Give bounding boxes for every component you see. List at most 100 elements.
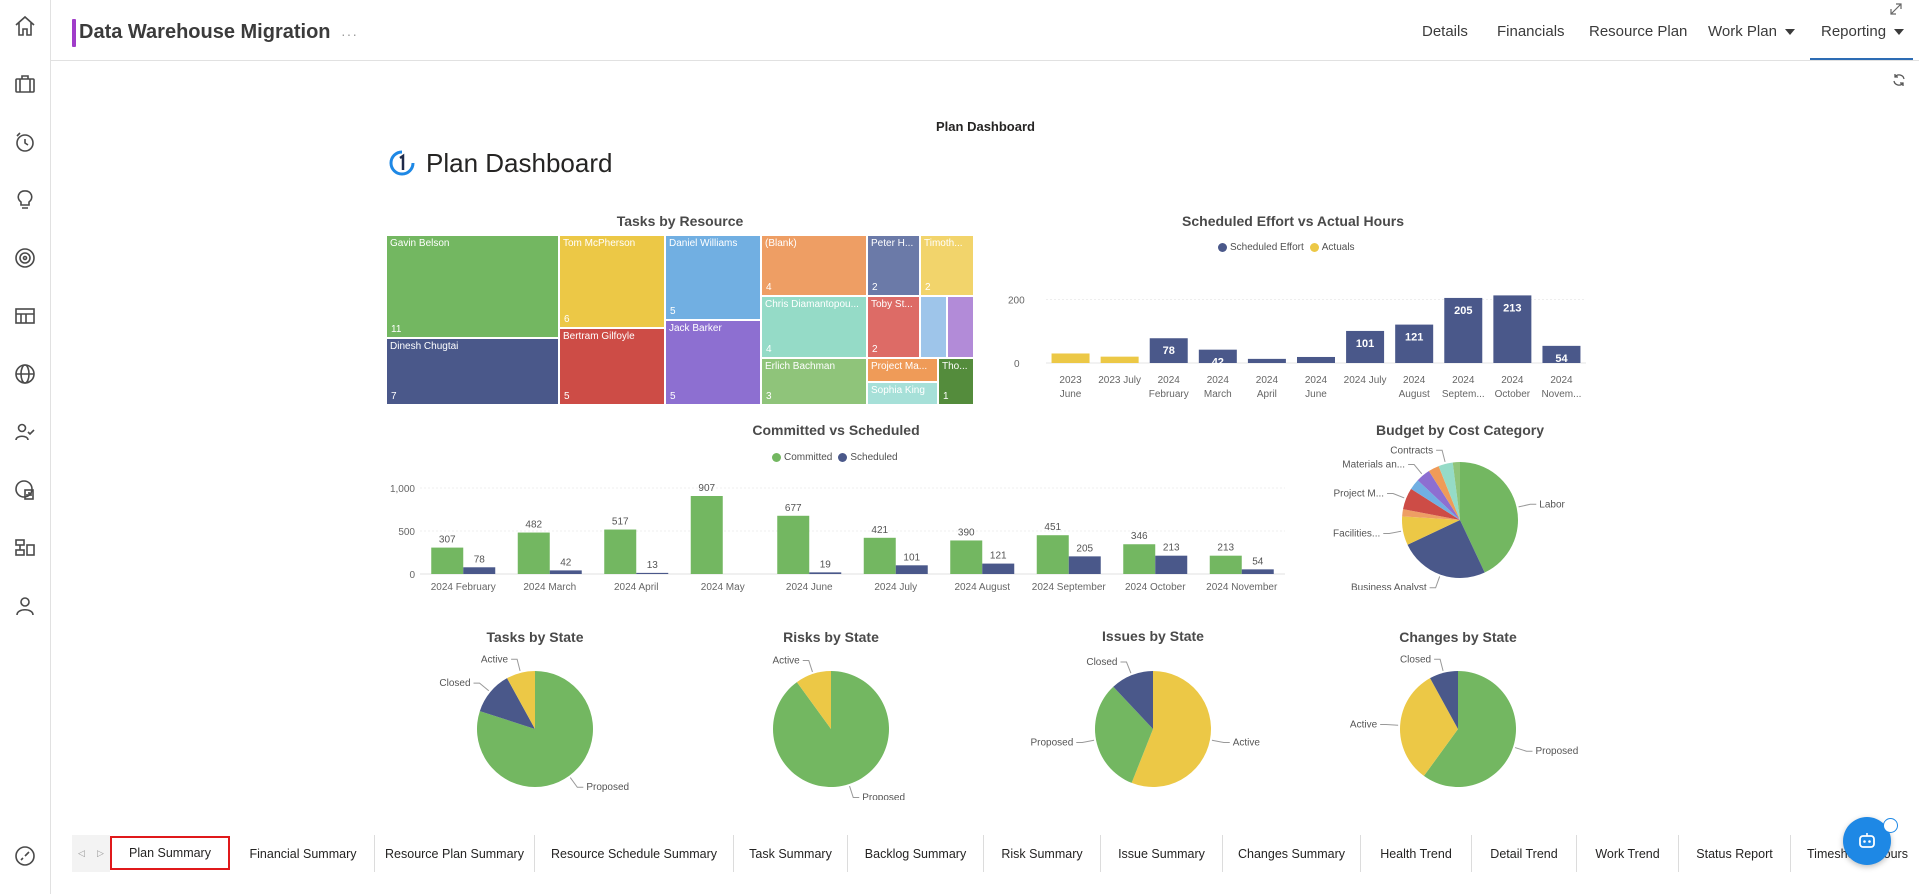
treemap-cell[interactable]: Project Ma... xyxy=(867,358,938,382)
nav-financials[interactable]: Financials xyxy=(1497,23,1565,40)
tab-detail-trend[interactable]: Detail Trend xyxy=(1472,835,1577,872)
scheduled-bar[interactable] xyxy=(549,570,582,574)
scheduled-bar[interactable] xyxy=(1155,555,1188,574)
tab-status-report[interactable]: Status Report xyxy=(1679,835,1791,872)
tab-task-summary[interactable]: Task Summary xyxy=(734,835,848,872)
treemap-cell[interactable]: Sophia King xyxy=(867,382,938,405)
effort-bar[interactable] xyxy=(1493,295,1532,363)
tab-changes-summary[interactable]: Changes Summary xyxy=(1223,835,1361,872)
globe-icon[interactable] xyxy=(12,361,38,387)
pie-slice[interactable] xyxy=(1438,462,1460,520)
treemap-cell[interactable]: Toby St... 2 xyxy=(867,296,920,358)
more-icon[interactable]: ··· xyxy=(341,26,358,42)
effort-bar[interactable] xyxy=(1444,297,1483,363)
scheduled-bar[interactable] xyxy=(463,567,496,574)
committed-bar[interactable] xyxy=(863,537,896,574)
pie-slice[interactable] xyxy=(479,678,535,729)
committed-bar[interactable] xyxy=(1036,535,1069,574)
committed-bar[interactable] xyxy=(604,529,637,574)
chevron-left-icon[interactable]: ◁ xyxy=(78,848,85,858)
effort-bar[interactable] xyxy=(1542,345,1581,363)
pie-slice[interactable] xyxy=(1423,671,1516,787)
pie-slice[interactable] xyxy=(1407,520,1485,578)
treemap-cell[interactable]: Erlich Bachman 3 xyxy=(761,358,867,405)
effort-bar[interactable] xyxy=(1149,338,1188,363)
treemap-cell[interactable] xyxy=(920,296,947,358)
idea-icon[interactable] xyxy=(12,187,38,213)
treemap-cell[interactable]: Tho... 1 xyxy=(938,358,974,405)
treemap-cell[interactable]: Gavin Belson 11 xyxy=(386,235,559,338)
scheduled-bar[interactable] xyxy=(895,565,928,574)
treemap-cell[interactable]: Peter H... 2 xyxy=(867,235,920,296)
pie-slice[interactable] xyxy=(1428,466,1460,520)
legend-item[interactable]: Actuals xyxy=(1309,242,1355,253)
tab-backlog-summary[interactable]: Backlog Summary xyxy=(848,835,984,872)
briefcase-icon[interactable] xyxy=(12,71,38,97)
pie-slice[interactable] xyxy=(1402,509,1460,520)
effort-bar[interactable] xyxy=(1051,353,1090,363)
tab-financial-summary[interactable]: Financial Summary xyxy=(232,835,375,872)
nav-reporting[interactable]: Reporting xyxy=(1821,23,1905,40)
chevron-right-icon[interactable]: ▷ xyxy=(97,848,104,858)
refresh-icon[interactable] xyxy=(1892,73,1906,87)
report-icon[interactable] xyxy=(12,477,38,503)
pie-slice[interactable] xyxy=(1411,480,1460,520)
board-icon[interactable] xyxy=(12,303,38,329)
tab-scroll-arrows[interactable]: ◁ ▷ xyxy=(72,835,110,872)
tab-work-trend[interactable]: Work Trend xyxy=(1577,835,1679,872)
treemap-cell[interactable]: Bertram Gilfoyle 5 xyxy=(559,328,665,405)
target-icon[interactable] xyxy=(12,245,38,271)
legend-item[interactable]: Scheduled Effort xyxy=(1218,242,1304,253)
effort-bar[interactable] xyxy=(1395,324,1434,363)
treemap-cell[interactable]: Chris Diamantopou... 4 xyxy=(761,296,867,358)
pie-slice[interactable] xyxy=(1452,462,1460,520)
pie-slice[interactable] xyxy=(796,671,831,729)
nav-details[interactable]: Details xyxy=(1422,23,1468,40)
tab-issue-summary[interactable]: Issue Summary xyxy=(1101,835,1223,872)
resources-icon[interactable] xyxy=(12,419,38,445)
pie-slice[interactable] xyxy=(1113,671,1153,729)
treemap-cell[interactable]: Tom McPherson 6 xyxy=(559,235,665,328)
pie-slice[interactable] xyxy=(1430,671,1458,729)
nav-work-plan[interactable]: Work Plan xyxy=(1708,23,1795,40)
effort-bar[interactable] xyxy=(1247,358,1286,363)
treemap-cell[interactable]: Jack Barker 5 xyxy=(665,320,761,405)
hierarchy-icon[interactable] xyxy=(12,535,38,561)
nav-resource-plan[interactable]: Resource Plan xyxy=(1589,23,1688,40)
scheduled-bar[interactable] xyxy=(1068,556,1101,574)
pie-slice[interactable] xyxy=(507,671,535,729)
committed-bar[interactable] xyxy=(1209,555,1242,574)
committed-bar[interactable] xyxy=(950,540,983,574)
scheduled-bar[interactable] xyxy=(809,572,842,574)
committed-bar[interactable] xyxy=(517,532,550,574)
effort-bar[interactable] xyxy=(1297,356,1335,363)
effort-bar[interactable] xyxy=(1100,356,1139,363)
pie-slice[interactable] xyxy=(1417,471,1460,520)
committed-bar[interactable] xyxy=(777,515,810,574)
home-icon[interactable] xyxy=(12,13,38,39)
treemap-cell[interactable]: (Blank) 4 xyxy=(761,235,867,296)
treemap-cell[interactable]: Dinesh Chugtai 7 xyxy=(386,338,559,405)
committed-bar[interactable] xyxy=(431,547,464,574)
tab-plan-summary[interactable]: Plan Summary xyxy=(110,836,230,870)
tab-health-trend[interactable]: Health Trend xyxy=(1361,835,1472,872)
expand-icon[interactable] xyxy=(1890,3,1902,15)
pie-slice[interactable] xyxy=(1131,671,1211,787)
legend-item[interactable]: Committed xyxy=(772,452,832,463)
treemap-cell[interactable]: Daniel Williams 5 xyxy=(665,235,761,320)
pie-slice[interactable] xyxy=(1095,686,1153,783)
pie-slice[interactable] xyxy=(1403,488,1460,520)
effort-bar[interactable] xyxy=(1198,349,1237,363)
scheduled-bar[interactable] xyxy=(982,563,1015,574)
user-icon[interactable] xyxy=(12,593,38,619)
treemap-cell[interactable] xyxy=(947,296,974,358)
timesheet-icon[interactable] xyxy=(12,129,38,155)
tab-risk-summary[interactable]: Risk Summary xyxy=(984,835,1101,872)
tab-resource-schedule-summary[interactable]: Resource Schedule Summary xyxy=(535,835,734,872)
pie-slice[interactable] xyxy=(1400,678,1458,776)
treemap-cell[interactable]: Timoth... 2 xyxy=(920,235,974,296)
tab-resource-plan-summary[interactable]: Resource Plan Summary xyxy=(375,835,535,872)
pie-slice[interactable] xyxy=(1460,462,1518,573)
effort-bar[interactable] xyxy=(1346,330,1385,363)
scheduled-bar[interactable] xyxy=(1241,569,1274,574)
